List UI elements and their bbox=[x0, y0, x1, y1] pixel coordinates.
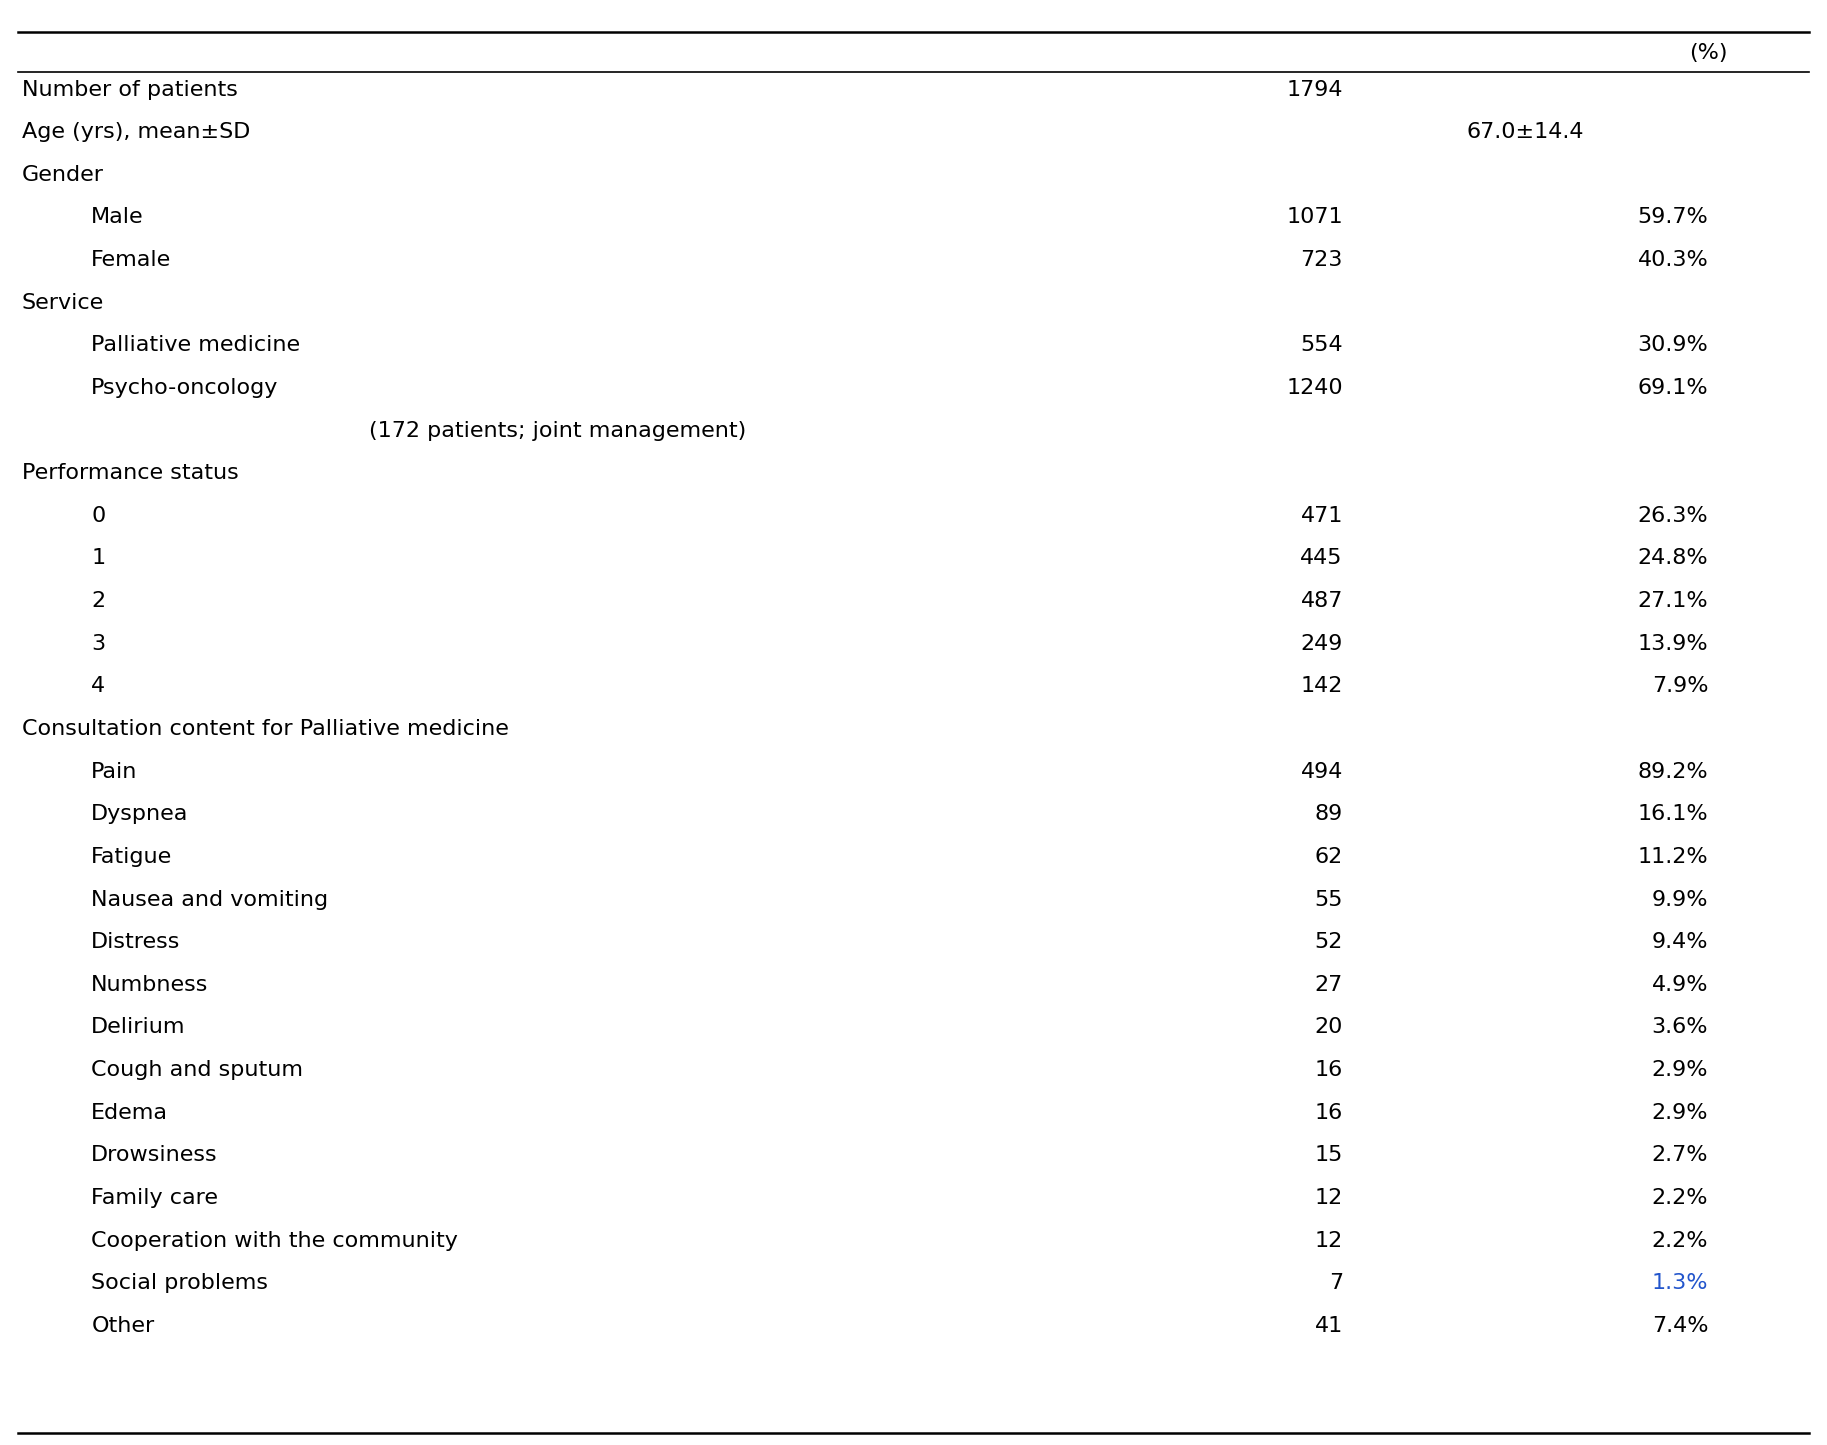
Text: 2.9%: 2.9% bbox=[1652, 1061, 1708, 1079]
Text: Psycho-oncology: Psycho-oncology bbox=[91, 379, 280, 397]
Text: 7.4%: 7.4% bbox=[1652, 1316, 1708, 1335]
Text: Male: Male bbox=[91, 208, 144, 227]
Text: 2: 2 bbox=[91, 591, 106, 611]
Text: 249: 249 bbox=[1301, 634, 1343, 653]
Text: 15: 15 bbox=[1314, 1146, 1343, 1165]
Text: Performance status: Performance status bbox=[22, 464, 239, 483]
Text: 2.2%: 2.2% bbox=[1652, 1231, 1708, 1250]
Text: 27: 27 bbox=[1315, 975, 1343, 994]
Text: Numbness: Numbness bbox=[91, 975, 208, 994]
Text: (172 patients; joint management): (172 patients; joint management) bbox=[369, 420, 745, 441]
Text: 89.2%: 89.2% bbox=[1637, 762, 1708, 782]
Text: 3: 3 bbox=[91, 634, 106, 653]
Text: 52: 52 bbox=[1314, 932, 1343, 952]
Text: 12: 12 bbox=[1315, 1231, 1343, 1250]
Text: Family care: Family care bbox=[91, 1188, 219, 1208]
Text: 20: 20 bbox=[1314, 1017, 1343, 1038]
Text: 554: 554 bbox=[1301, 335, 1343, 355]
Text: 11.2%: 11.2% bbox=[1637, 847, 1708, 867]
Text: 16.1%: 16.1% bbox=[1637, 805, 1708, 824]
Text: Gender: Gender bbox=[22, 165, 104, 185]
Text: Delirium: Delirium bbox=[91, 1017, 186, 1038]
Text: Cough and sputum: Cough and sputum bbox=[91, 1061, 303, 1079]
Text: Female: Female bbox=[91, 250, 172, 270]
Text: Dyspnea: Dyspnea bbox=[91, 805, 188, 824]
Text: 55: 55 bbox=[1314, 890, 1343, 909]
Text: 59.7%: 59.7% bbox=[1637, 208, 1708, 227]
Text: Edema: Edema bbox=[91, 1103, 168, 1123]
Text: Social problems: Social problems bbox=[91, 1273, 269, 1293]
Text: Palliative medicine: Palliative medicine bbox=[91, 335, 300, 355]
Text: 445: 445 bbox=[1301, 549, 1343, 568]
Text: 4.9%: 4.9% bbox=[1652, 975, 1708, 994]
Text: Drowsiness: Drowsiness bbox=[91, 1146, 217, 1165]
Text: 67.0±14.4: 67.0±14.4 bbox=[1467, 123, 1584, 142]
Text: Distress: Distress bbox=[91, 932, 181, 952]
Text: 1: 1 bbox=[91, 549, 106, 568]
Text: 3.6%: 3.6% bbox=[1652, 1017, 1708, 1038]
Text: 487: 487 bbox=[1301, 591, 1343, 611]
Text: 9.4%: 9.4% bbox=[1652, 932, 1708, 952]
Text: Other: Other bbox=[91, 1316, 155, 1335]
Text: 69.1%: 69.1% bbox=[1637, 379, 1708, 397]
Text: 27.1%: 27.1% bbox=[1637, 591, 1708, 611]
Text: 26.3%: 26.3% bbox=[1637, 506, 1708, 526]
Text: 0: 0 bbox=[91, 506, 106, 526]
Text: 12: 12 bbox=[1315, 1188, 1343, 1208]
Text: 30.9%: 30.9% bbox=[1637, 335, 1708, 355]
Text: 16: 16 bbox=[1315, 1061, 1343, 1079]
Text: 1240: 1240 bbox=[1286, 379, 1343, 397]
Text: 9.9%: 9.9% bbox=[1652, 890, 1708, 909]
Text: Cooperation with the community: Cooperation with the community bbox=[91, 1231, 459, 1250]
Text: 2.9%: 2.9% bbox=[1652, 1103, 1708, 1123]
Text: Age (yrs), mean±SD: Age (yrs), mean±SD bbox=[22, 123, 250, 142]
Text: 7: 7 bbox=[1328, 1273, 1343, 1293]
Text: 471: 471 bbox=[1301, 506, 1343, 526]
Text: 40.3%: 40.3% bbox=[1637, 250, 1708, 270]
Text: 142: 142 bbox=[1301, 676, 1343, 696]
Text: Consultation content for Palliative medicine: Consultation content for Palliative medi… bbox=[22, 720, 508, 738]
Text: 89: 89 bbox=[1315, 805, 1343, 824]
Text: Fatigue: Fatigue bbox=[91, 847, 172, 867]
Text: 24.8%: 24.8% bbox=[1637, 549, 1708, 568]
Text: 62: 62 bbox=[1315, 847, 1343, 867]
Text: 1071: 1071 bbox=[1286, 208, 1343, 227]
Text: 494: 494 bbox=[1301, 762, 1343, 782]
Text: 4: 4 bbox=[91, 676, 106, 696]
Text: Pain: Pain bbox=[91, 762, 137, 782]
Text: 1.3%: 1.3% bbox=[1652, 1273, 1708, 1293]
Text: 1794: 1794 bbox=[1286, 79, 1343, 100]
Text: 2.7%: 2.7% bbox=[1652, 1146, 1708, 1165]
Text: 7.9%: 7.9% bbox=[1652, 676, 1708, 696]
Text: Nausea and vomiting: Nausea and vomiting bbox=[91, 890, 329, 909]
Text: 13.9%: 13.9% bbox=[1637, 634, 1708, 653]
Text: (%): (%) bbox=[1688, 43, 1728, 64]
Text: 16: 16 bbox=[1315, 1103, 1343, 1123]
Text: 2.2%: 2.2% bbox=[1652, 1188, 1708, 1208]
Text: Number of patients: Number of patients bbox=[22, 79, 238, 100]
Text: 41: 41 bbox=[1315, 1316, 1343, 1335]
Text: Service: Service bbox=[22, 293, 104, 312]
Text: 723: 723 bbox=[1301, 250, 1343, 270]
